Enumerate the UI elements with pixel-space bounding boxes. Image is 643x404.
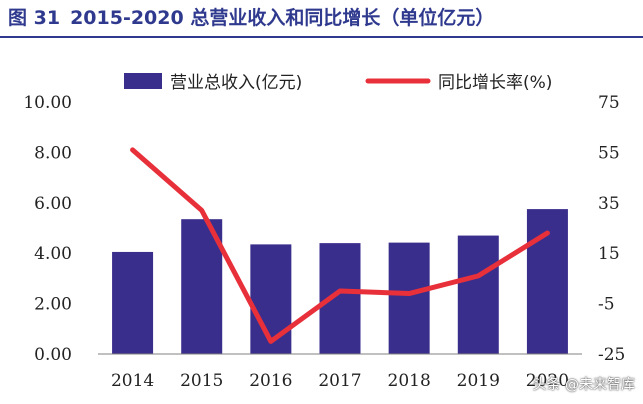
right-tick-label: 35: [598, 194, 620, 214]
title-underline: [0, 36, 643, 38]
x-tick-label: 2014: [111, 371, 154, 391]
left-tick-label: 6.00: [34, 194, 72, 214]
right-tick-label: 55: [598, 143, 620, 163]
bar-2018: [388, 242, 430, 354]
legend-bar-label: 营业总收入(亿元): [170, 73, 302, 93]
x-tick-label: 2018: [388, 371, 431, 391]
watermark: 头条 @未来智库: [532, 377, 635, 393]
x-tick-label: 2015: [180, 371, 223, 391]
left-tick-label: 0.00: [34, 345, 72, 365]
x-tick-label: 2019: [457, 371, 500, 391]
bar-2014: [112, 251, 154, 354]
legend-line-label: 同比增长率(%): [438, 73, 552, 93]
x-tick-label: 2016: [249, 371, 292, 391]
bar-2015: [181, 219, 223, 354]
left-tick-label: 8.00: [34, 143, 72, 163]
left-tick-label: 2.00: [34, 295, 72, 315]
left-tick-label: 4.00: [34, 244, 72, 264]
x-tick-label: 2020: [526, 371, 569, 391]
legend-bar-swatch: [124, 73, 162, 89]
figure-title: 图 31 2015-2020 总营业收入和同比增长（单位亿元）: [8, 4, 628, 32]
right-tick-label: -5: [598, 295, 615, 315]
right-tick-label: 15: [598, 244, 620, 264]
right-tick-label: 75: [598, 93, 620, 113]
bar-2019: [457, 235, 499, 354]
right-tick-label: -25: [598, 345, 625, 365]
figure-caption: 2015-2020 总营业收入和同比增长（单位亿元）: [70, 7, 495, 29]
x-tick-label: 2017: [318, 371, 361, 391]
left-tick-label: 10.00: [23, 93, 72, 113]
figure-label: 图 31: [8, 7, 61, 29]
bar-2016: [250, 244, 292, 354]
